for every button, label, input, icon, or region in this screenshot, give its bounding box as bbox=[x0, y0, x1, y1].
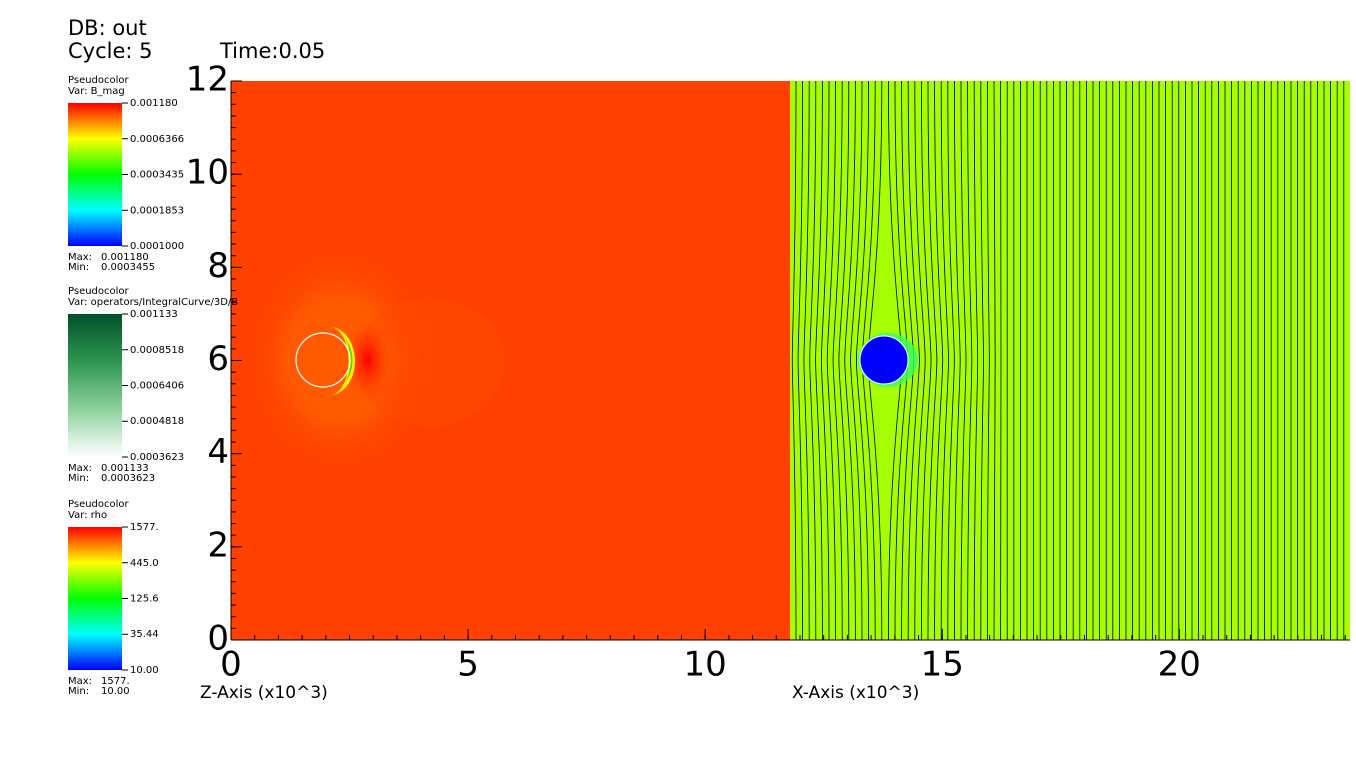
min-label: Min: bbox=[68, 473, 89, 484]
field-line bbox=[947, 81, 955, 640]
colorbar-tick-label: 1577. bbox=[130, 522, 159, 533]
db-label: DB: out bbox=[68, 16, 147, 40]
legend-title: Pseudocolor bbox=[68, 75, 130, 86]
field-line bbox=[967, 81, 973, 640]
field-line bbox=[993, 81, 996, 640]
y-tick-label: 0 bbox=[207, 619, 229, 659]
colorbar-tick-label: 0.0001000 bbox=[130, 241, 184, 252]
field-line bbox=[934, 81, 944, 640]
x-axis-title: X-Axis (x10^3) bbox=[792, 683, 919, 703]
field-line bbox=[907, 81, 920, 640]
colorbar-tick-label: 125.6 bbox=[130, 593, 159, 604]
colorbar-tick-label: 0.0006406 bbox=[130, 381, 184, 392]
colorbar-tick-label: 0.0006366 bbox=[130, 134, 184, 145]
field-line bbox=[954, 81, 961, 640]
time-label: Time:0.05 bbox=[219, 39, 325, 63]
field-line bbox=[850, 81, 863, 640]
colorbar-tick-label: 0.001180 bbox=[130, 98, 178, 109]
y-tick-label: 10 bbox=[186, 153, 229, 193]
colorbar-tick-label: 445.0 bbox=[130, 558, 159, 569]
field-line bbox=[809, 81, 817, 640]
max-value: 0.001133 bbox=[101, 463, 149, 474]
field-line bbox=[855, 81, 869, 640]
cycle-label: Cycle: 5 bbox=[68, 39, 153, 63]
min-value: 0.0003455 bbox=[101, 262, 155, 273]
field-line bbox=[960, 81, 967, 640]
x-tick-label: 15 bbox=[921, 645, 964, 685]
max-value: 0.001180 bbox=[101, 252, 149, 263]
min-label: Min: bbox=[68, 686, 89, 697]
min-value: 0.0003623 bbox=[101, 473, 155, 484]
field-line bbox=[987, 81, 990, 640]
colorbar-tick-label: 0.0003623 bbox=[130, 452, 184, 463]
max-label: Max: bbox=[68, 252, 92, 263]
halo bbox=[355, 297, 505, 427]
colorbar bbox=[68, 103, 122, 246]
max-value: 1577. bbox=[101, 676, 130, 687]
y-tick-label: 4 bbox=[207, 432, 229, 472]
x-axis-title: Z-Axis (x10^3) bbox=[200, 683, 328, 703]
field-line bbox=[832, 81, 843, 640]
x-tick-label: 10 bbox=[684, 645, 727, 685]
field-line bbox=[797, 81, 803, 640]
field-lines bbox=[791, 81, 1345, 640]
field-line bbox=[791, 81, 797, 640]
y-tick-label: 2 bbox=[207, 525, 229, 565]
y-tick-label: 8 bbox=[207, 246, 229, 286]
y-tick-label: 12 bbox=[186, 60, 229, 100]
field-line bbox=[838, 81, 850, 640]
field-line bbox=[914, 81, 926, 640]
legend-title: Pseudocolor bbox=[68, 286, 130, 297]
field-line bbox=[803, 81, 810, 640]
field-line bbox=[844, 81, 856, 640]
max-label: Max: bbox=[68, 676, 92, 687]
legend-title: Pseudocolor bbox=[68, 499, 130, 510]
colorbar-tick-label: 0.0008518 bbox=[130, 345, 184, 356]
x-tick-label: 5 bbox=[457, 645, 479, 685]
x-tick-label: 20 bbox=[1158, 645, 1201, 685]
min-value: 10.00 bbox=[101, 686, 130, 697]
field-line bbox=[921, 81, 932, 640]
min-label: Min: bbox=[68, 262, 89, 273]
colorbar-tick-label: 0.0003435 bbox=[130, 170, 184, 181]
field-line bbox=[980, 81, 984, 640]
obstacle bbox=[859, 335, 909, 385]
colorbar-tick-label: 35.44 bbox=[130, 629, 159, 640]
legend-var: Var: rho bbox=[68, 510, 107, 521]
halo bbox=[240, 240, 440, 480]
x-tick-label: 0 bbox=[220, 645, 242, 685]
colorbar-tick-label: 0.0004818 bbox=[130, 416, 184, 427]
field-line bbox=[973, 81, 979, 640]
colorbar-tick-label: 0.0001853 bbox=[130, 205, 184, 216]
field-line bbox=[940, 81, 949, 640]
field-line bbox=[815, 81, 823, 640]
field-line bbox=[927, 81, 938, 640]
colorbar bbox=[68, 527, 122, 670]
legend-var: Var: operators/IntegralCurve/3D/B bbox=[68, 297, 238, 308]
glow bbox=[346, 320, 390, 400]
legend-var: Var: B_mag bbox=[68, 86, 125, 97]
field-line bbox=[826, 81, 836, 640]
crescent bbox=[338, 334, 353, 387]
colorbar-tick-label: 0.001133 bbox=[130, 309, 178, 320]
y-tick-label: 6 bbox=[207, 339, 229, 379]
outline bbox=[295, 332, 351, 388]
colorbar-tick-label: 10.00 bbox=[130, 665, 159, 676]
colorbar bbox=[68, 314, 122, 457]
max-label: Max: bbox=[68, 463, 92, 474]
field-line bbox=[821, 81, 830, 640]
